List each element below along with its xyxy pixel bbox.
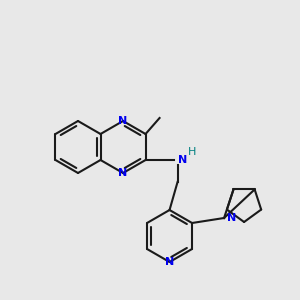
Text: N: N — [227, 213, 236, 223]
Text: N: N — [118, 116, 128, 126]
Text: H: H — [188, 147, 196, 157]
Text: N: N — [118, 168, 128, 178]
Text: N: N — [178, 155, 187, 165]
Text: N: N — [165, 257, 174, 267]
